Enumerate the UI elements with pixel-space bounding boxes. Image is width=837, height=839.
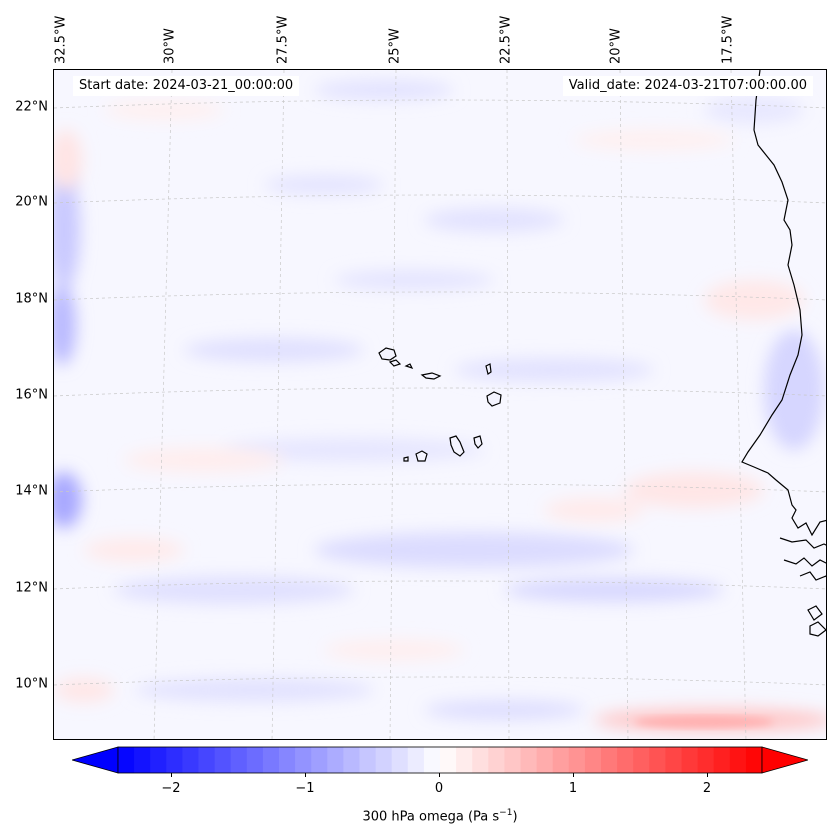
island-boa-vista xyxy=(486,391,502,407)
colorbar-step xyxy=(198,747,216,773)
island-brava xyxy=(403,456,409,462)
field-background xyxy=(54,70,826,739)
lon-label-30w: 30°W xyxy=(162,28,178,64)
colorbar-step xyxy=(504,747,522,773)
colorbar-step xyxy=(729,747,747,773)
colorbar-step xyxy=(279,747,296,773)
start-date-label: Start date: 2024-03-21_00:00:00 xyxy=(73,76,300,96)
lat-label-14n: 14°N xyxy=(15,483,48,499)
island-santo-antao xyxy=(378,347,397,361)
coastline-africa xyxy=(741,70,826,637)
gridlines xyxy=(54,70,826,739)
colorbar-tick-label: −2 xyxy=(161,781,181,796)
island-santa-luzia xyxy=(404,363,414,370)
colorbar-step xyxy=(214,747,232,773)
colorbar-step xyxy=(713,747,731,773)
cape-verde-islands xyxy=(378,347,502,462)
island-sao-nicolau xyxy=(420,372,442,380)
colorbar-step xyxy=(262,747,280,773)
lon-label-25w: 25°W xyxy=(387,28,403,64)
colorbar-tickmark xyxy=(305,773,306,777)
colorbar-label: 300 hPa omega (Pa s−1) xyxy=(362,808,518,825)
colorbar-step xyxy=(745,747,763,773)
colorbar-step xyxy=(182,747,200,773)
colorbar-tick-label: 2 xyxy=(702,781,712,796)
lat-label-16n: 16°N xyxy=(15,387,48,403)
colorbar-tick-label: 0 xyxy=(434,781,444,796)
colorbar-step xyxy=(536,747,554,773)
colorbar-step xyxy=(150,747,167,773)
omega-field-map xyxy=(54,70,826,739)
colorbar-step xyxy=(134,747,151,773)
colorbar-step xyxy=(166,747,183,773)
lon-label-17.5w: 17.5°W xyxy=(720,15,736,64)
island-santiago xyxy=(449,435,465,457)
lat-label-10n: 10°N xyxy=(15,676,48,692)
colorbar-step xyxy=(343,747,361,773)
lat-label-20n: 20°N xyxy=(15,194,48,210)
triangle-left-icon xyxy=(70,746,119,774)
lat-label-12n: 12°N xyxy=(15,580,48,596)
colorbar-step xyxy=(617,747,634,773)
colorbar-tickmark xyxy=(439,773,440,777)
colorbar-step xyxy=(359,747,377,773)
colorbar xyxy=(70,746,810,774)
colorbar-step xyxy=(472,747,489,773)
blue-anomalies xyxy=(54,80,824,720)
colorbar-step xyxy=(649,747,666,773)
island-sal xyxy=(485,363,492,375)
colorbar-step xyxy=(391,747,409,773)
lat-label-22n: 22°N xyxy=(15,99,48,115)
colorbar-step xyxy=(118,747,135,773)
colorbar-step xyxy=(601,747,618,773)
colorbar-tick-label: 1 xyxy=(568,781,578,796)
red-core xyxy=(634,716,774,728)
colorbar-step xyxy=(568,747,586,773)
colorbar-step xyxy=(246,747,264,773)
colorbar-step xyxy=(552,747,570,773)
map-panel[interactable] xyxy=(53,69,827,740)
island-maio xyxy=(473,435,483,449)
lon-label-22.5w: 22.5°W xyxy=(498,15,514,64)
colorbar-step xyxy=(665,747,683,773)
colorbar-step xyxy=(327,747,344,773)
colorbar-step xyxy=(295,747,312,773)
colorbar-step xyxy=(440,747,457,773)
colorbar-step xyxy=(375,747,393,773)
triangle-right-icon xyxy=(761,746,810,774)
colorbar-tickmark xyxy=(171,773,172,777)
colorbar-step xyxy=(633,747,650,773)
island-fogo xyxy=(415,450,428,462)
colorbar-step xyxy=(311,747,328,773)
colorbar-step xyxy=(407,747,425,773)
colorbar-step xyxy=(230,747,248,773)
lon-label-27.5w: 27.5°W xyxy=(275,15,291,64)
colorbar-tickmark xyxy=(573,773,574,777)
island-sao-vicente xyxy=(388,359,402,367)
colorbar-tickmark xyxy=(707,773,708,777)
colorbar-svg xyxy=(70,746,810,774)
colorbar-step xyxy=(456,747,473,773)
valid-date-label: Valid_date: 2024-03-21T07:00:00.00 xyxy=(562,76,813,96)
colorbar-tick-label: −1 xyxy=(295,781,315,796)
colorbar-step xyxy=(423,747,441,773)
colorbar-step xyxy=(488,747,505,773)
lat-label-18n: 18°N xyxy=(15,291,48,307)
colorbar-step xyxy=(520,747,538,773)
colorbar-step xyxy=(584,747,602,773)
lon-label-32.5w: 32.5°W xyxy=(53,15,69,64)
colorbar-step xyxy=(697,747,715,773)
colorbar-steps xyxy=(118,747,763,773)
lon-label-20w: 20°W xyxy=(608,28,624,64)
colorbar-step xyxy=(681,747,699,773)
